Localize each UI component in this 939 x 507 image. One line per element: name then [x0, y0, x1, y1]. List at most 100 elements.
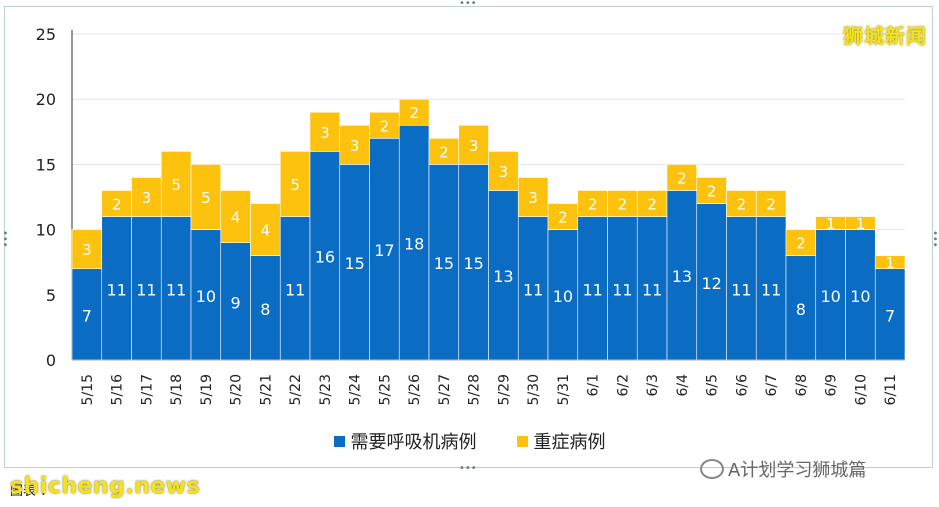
- bar-ventilator-5-25: [369, 138, 400, 361]
- data-label-ventilator-5-31: 10: [553, 287, 573, 306]
- resize-handle-left[interactable]: •••: [0, 230, 10, 248]
- x-tick-label-6-9: 6/9: [824, 374, 840, 397]
- x-tick-label-5-29: 5/29: [496, 374, 512, 405]
- y-tick-label-25: 25: [36, 25, 56, 44]
- x-tick-label-6-8: 6/8: [794, 374, 810, 397]
- bar-icu-6-10: [845, 216, 876, 230]
- bar-ventilator-5-30: [517, 216, 549, 361]
- x-tick-label-5-27: 5/27: [437, 374, 453, 405]
- bar-icu-5-24: [339, 124, 370, 165]
- bar-ventilator-6-3: [636, 216, 668, 361]
- data-label-ventilator-5-30: 11: [523, 280, 543, 299]
- wechat-icon: [700, 459, 724, 479]
- bar-icu-6-11: [874, 255, 906, 270]
- x-tick-label-5-17: 5/17: [139, 374, 155, 405]
- data-label-ventilator-5-18: 11: [166, 280, 186, 299]
- bar-icu-5-30: [517, 177, 549, 217]
- x-tick-label-5-15: 5/15: [80, 374, 96, 405]
- data-label-icu-5-17: 3: [142, 189, 152, 207]
- resize-handle-bottom[interactable]: •••: [459, 463, 477, 474]
- bar-icu-5-20: [220, 190, 251, 243]
- bar-icu-6-4: [666, 164, 698, 191]
- x-tick-label-6-4: 6/4: [675, 374, 691, 397]
- legend-label-ventilator: 需要呼吸机病例: [350, 432, 477, 453]
- bar-icu-5-16: [101, 190, 132, 217]
- watermark: A计划学习狮城篇: [700, 456, 866, 482]
- bar-icu-5-31: [547, 203, 579, 230]
- data-label-icu-5-19: 5: [201, 189, 211, 207]
- data-label-icu-5-30: 3: [528, 189, 538, 207]
- data-label-ventilator-5-28: 15: [463, 254, 483, 273]
- legend-swatch-ventilator: [333, 435, 345, 447]
- x-tick-label-5-21: 5/21: [258, 374, 274, 405]
- resize-handle-top[interactable]: •••: [459, 0, 477, 9]
- data-label-icu-5-29: 3: [499, 163, 509, 181]
- data-label-icu-5-21: 4: [261, 222, 271, 240]
- bar-ventilator-6-9: [815, 229, 846, 361]
- data-label-icu-5-28: 3: [469, 137, 479, 155]
- data-label-ventilator-6-4: 13: [672, 267, 692, 286]
- bar-ventilator-5-27: [428, 164, 460, 361]
- data-label-icu-5-24: 3: [350, 137, 360, 155]
- x-tick-label-5-23: 5/23: [318, 374, 334, 405]
- data-label-icu-5-26: 2: [409, 104, 419, 122]
- data-label-ventilator-5-29: 13: [493, 267, 513, 286]
- x-tick-label-6-5: 6/5: [705, 374, 721, 397]
- x-tick-label-5-24: 5/24: [348, 374, 364, 406]
- footer-text: 图表 ：: [10, 483, 54, 499]
- bar-icu-6-1: [577, 190, 608, 217]
- bar-ventilator-5-16: [101, 216, 132, 361]
- y-tick-label-0: 0: [46, 351, 56, 370]
- bar-icu-6-5: [696, 177, 727, 204]
- data-label-ventilator-6-10: 10: [850, 287, 870, 306]
- data-label-ventilator-5-22: 11: [285, 280, 305, 299]
- x-tick-label-6-1: 6/1: [586, 374, 602, 397]
- data-label-ventilator-5-23: 16: [315, 248, 335, 267]
- x-tick-label-6-3: 6/3: [645, 374, 661, 397]
- data-label-ventilator-6-9: 10: [820, 287, 840, 306]
- bar-icu-5-25: [369, 111, 400, 139]
- x-tick-label-6-10: 6/10: [853, 374, 869, 405]
- x-tick-label-5-22: 5/22: [288, 374, 304, 405]
- data-label-ventilator-5-26: 18: [404, 235, 424, 254]
- y-tick-label-5: 5: [46, 286, 56, 305]
- data-label-icu-5-23: 3: [320, 124, 330, 142]
- data-label-ventilator-5-25: 17: [374, 241, 394, 260]
- data-label-icu-6-2: 2: [618, 196, 628, 214]
- bar-ventilator-5-20: [220, 242, 251, 361]
- data-label-ventilator-5-20: 9: [231, 293, 241, 312]
- data-label-icu-6-1: 2: [588, 196, 598, 214]
- data-label-icu-5-25: 2: [380, 117, 390, 135]
- x-tick-label-5-16: 5/16: [110, 374, 126, 406]
- x-tick-label-5-31: 5/31: [556, 374, 572, 405]
- x-tick-label-5-18: 5/18: [169, 374, 185, 405]
- bar-ventilator-6-1: [577, 216, 608, 361]
- bar-icu-5-28: [458, 124, 489, 165]
- bar-icu-5-18: [160, 151, 192, 217]
- bar-icu-5-29: [488, 151, 519, 191]
- legend-label-icu: 重症病例: [533, 432, 606, 453]
- x-tick-label-6-6: 6/6: [734, 374, 750, 397]
- resize-handle-right[interactable]: •••: [929, 230, 939, 248]
- bar-ventilator-5-31: [547, 229, 579, 361]
- data-label-icu-6-6: 2: [737, 196, 747, 214]
- x-tick-label-6-7: 6/7: [764, 374, 780, 397]
- data-label-ventilator-5-16: 11: [106, 280, 126, 299]
- x-tick-label-5-26: 5/26: [407, 374, 423, 406]
- data-label-ventilator-5-21: 8: [260, 300, 270, 319]
- y-tick-label-15: 15: [36, 155, 56, 174]
- data-label-icu-6-8: 2: [796, 235, 806, 253]
- x-tick-label-5-20: 5/20: [229, 374, 245, 405]
- data-label-icu-6-4: 2: [677, 169, 687, 187]
- data-label-ventilator-6-7: 11: [761, 280, 781, 299]
- chart-legend: 需要呼吸机病例 重症病例: [0, 428, 939, 454]
- data-label-icu-6-3: 2: [647, 196, 657, 214]
- bar-ventilator-5-21: [250, 255, 281, 361]
- bar-ventilator-6-6: [726, 216, 757, 361]
- legend-swatch-icu: [516, 435, 528, 447]
- bar-icu-6-7: [755, 190, 787, 217]
- footer-site-label: shicheng.news: [10, 474, 201, 499]
- data-label-ventilator-6-8: 8: [796, 300, 806, 319]
- legend-item-ventilator: 需要呼吸机病例: [333, 428, 477, 454]
